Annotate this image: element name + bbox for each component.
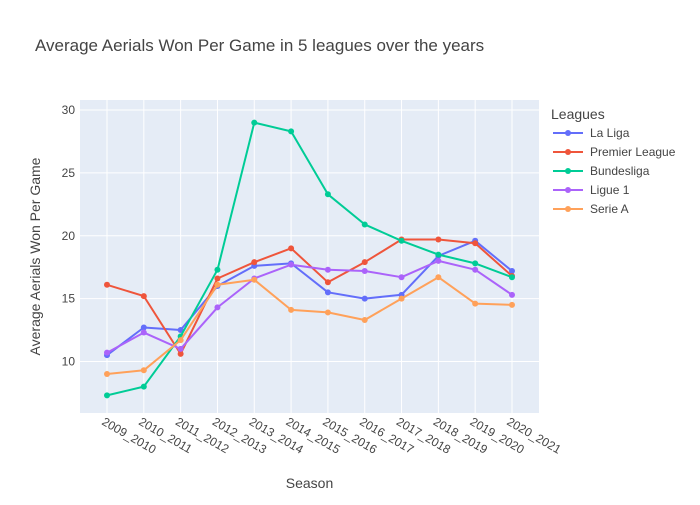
data-point xyxy=(104,281,110,288)
y-axis-ticks: 10 15 20 25 30 xyxy=(62,103,76,368)
data-point xyxy=(288,306,295,313)
legend-item[interactable]: La Liga xyxy=(553,126,630,140)
legend-label: Serie A xyxy=(590,202,629,216)
y-tick-label: 25 xyxy=(62,166,76,180)
data-point xyxy=(361,259,368,266)
legend: Leagues La Liga Premier League Bundesliga L… xyxy=(551,106,676,216)
data-point xyxy=(140,324,147,331)
data-point xyxy=(509,274,515,281)
data-point xyxy=(361,221,368,228)
data-point xyxy=(214,266,221,273)
data-point xyxy=(435,251,442,258)
y-axis-title: Average Aerials Won Per Game xyxy=(27,157,43,355)
data-point xyxy=(361,316,368,323)
data-point xyxy=(288,245,295,252)
data-point xyxy=(398,237,405,244)
y-tick-label: 20 xyxy=(62,229,76,243)
data-point xyxy=(324,266,331,273)
y-tick-label: 10 xyxy=(62,354,76,368)
data-point xyxy=(509,301,515,308)
data-point xyxy=(361,267,368,274)
data-point xyxy=(324,289,331,296)
data-point xyxy=(472,300,479,307)
data-point xyxy=(177,350,184,357)
data-point xyxy=(288,261,295,268)
data-point xyxy=(435,274,442,281)
legend-label: Ligue 1 xyxy=(590,183,630,197)
legend-label: La Liga xyxy=(590,126,630,140)
legend-title: Leagues xyxy=(551,106,605,122)
data-point xyxy=(472,260,479,267)
data-point xyxy=(251,259,258,266)
series-line xyxy=(106,239,513,356)
data-point xyxy=(472,240,479,247)
legend-swatch-marker xyxy=(565,206,571,212)
data-point xyxy=(398,295,405,302)
data-point xyxy=(324,191,331,198)
data-point xyxy=(140,293,147,300)
x-axis-ticks: 2009_20102010_20112011_20122012_20132013… xyxy=(100,414,564,456)
data-point xyxy=(472,266,479,273)
legend-swatch-marker xyxy=(565,149,571,155)
legend-item[interactable]: Ligue 1 xyxy=(553,183,630,197)
data-point xyxy=(288,128,295,135)
legend-label: Premier League xyxy=(590,145,676,159)
legend-swatch-marker xyxy=(565,168,571,174)
data-point xyxy=(140,383,147,390)
data-point xyxy=(251,276,258,283)
data-point xyxy=(398,274,405,281)
x-axis-title: Season xyxy=(286,475,333,491)
data-point xyxy=(214,275,221,282)
series-group xyxy=(104,274,515,378)
series-line xyxy=(106,276,513,375)
data-point xyxy=(324,309,331,316)
series-lines xyxy=(104,119,515,399)
data-point xyxy=(140,329,147,336)
data-point xyxy=(214,281,221,288)
chart-title: Average Aerials Won Per Game in 5 league… xyxy=(35,36,484,55)
legend-label: Bundesliga xyxy=(590,164,650,178)
data-point xyxy=(435,257,442,264)
legend-swatch-marker xyxy=(565,130,571,136)
y-tick-label: 30 xyxy=(62,103,76,117)
data-point xyxy=(104,371,110,378)
data-point xyxy=(140,367,147,374)
legend-item[interactable]: Serie A xyxy=(553,202,629,216)
data-point xyxy=(324,279,331,286)
data-point xyxy=(177,345,184,352)
data-point xyxy=(177,337,184,344)
data-point xyxy=(251,119,258,126)
data-point xyxy=(361,295,368,302)
legend-swatch-marker xyxy=(565,187,571,193)
legend-item[interactable]: Premier League xyxy=(553,145,676,159)
data-point xyxy=(435,236,442,243)
data-point xyxy=(509,267,515,274)
data-point xyxy=(104,392,110,399)
legend-item[interactable]: Bundesliga xyxy=(553,164,650,178)
data-point xyxy=(104,349,110,356)
y-tick-label: 15 xyxy=(62,292,76,306)
data-point xyxy=(509,291,515,298)
data-point xyxy=(214,304,221,311)
